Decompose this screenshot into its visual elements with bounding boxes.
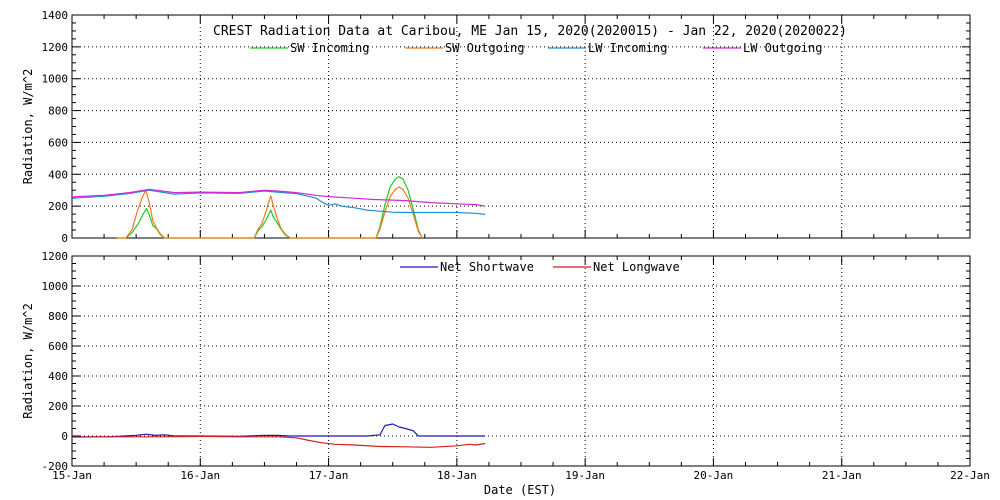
y-tick-label: 0 <box>61 430 68 443</box>
series-line-net-longwave <box>71 435 486 448</box>
legend-label: Net Shortwave <box>440 260 534 274</box>
legend-label: LW Incoming <box>588 41 667 55</box>
y-tick-label: 800 <box>48 310 68 323</box>
y-tick-label: 600 <box>48 340 68 353</box>
y-axis-label: Radiation, W/m^2 <box>21 303 35 419</box>
y-tick-label: 1400 <box>42 9 69 22</box>
y-tick-label: 0 <box>61 232 68 245</box>
x-tick-label: 16-Jan <box>180 469 220 482</box>
y-tick-label: 200 <box>48 400 68 413</box>
x-axis-label: Date (EST) <box>484 483 556 497</box>
legend-label: SW Incoming <box>290 41 369 55</box>
y-tick-label: 1000 <box>42 280 69 293</box>
series-line-sw-incoming <box>116 176 423 239</box>
top-panel: 0 200 400 600 800 1000 1200 1400 Radiation, W/m^… <box>21 9 971 245</box>
y-tick-label: -200 <box>42 460 69 473</box>
y-tick-label: 800 <box>48 105 68 118</box>
legend-label: LW Outgoing <box>743 41 822 55</box>
series-line-lw-outgoing <box>71 188 486 207</box>
plot-frame <box>71 255 971 467</box>
legend-label: SW Outgoing <box>445 41 524 55</box>
chart-title: CREST Radiation Data at Caribou, ME Jan … <box>213 24 847 39</box>
series-line-net-shortwave <box>72 423 486 438</box>
x-tick-label: 17-Jan <box>309 469 349 482</box>
y-tick-label: 1000 <box>42 73 69 86</box>
y-tick-label: 600 <box>48 136 68 149</box>
x-tick-label: 19-Jan <box>565 469 605 482</box>
y-tick-label: 400 <box>48 370 68 383</box>
series-line-lw-incoming <box>71 189 486 215</box>
x-tick-label: 21-Jan <box>822 469 862 482</box>
y-axis-label: Radiation, W/m^2 <box>21 69 35 185</box>
y-tick-label: 200 <box>48 200 68 213</box>
y-tick-label: 1200 <box>42 250 69 263</box>
y-tick-label: 1200 <box>42 41 69 54</box>
bottom-panel: -200 0 200 400 600 800 1000 1200 Radiation, W/m^… <box>21 250 990 482</box>
series-line-sw-outgoing <box>116 186 423 239</box>
x-tick-label: 20-Jan <box>694 469 734 482</box>
x-tick-label: 18-Jan <box>437 469 477 482</box>
legend-label: Net Longwave <box>593 260 680 274</box>
x-tick-label: 22-Jan <box>950 469 990 482</box>
x-tick-label: 15-Jan <box>52 469 92 482</box>
y-tick-label: 400 <box>48 168 68 181</box>
